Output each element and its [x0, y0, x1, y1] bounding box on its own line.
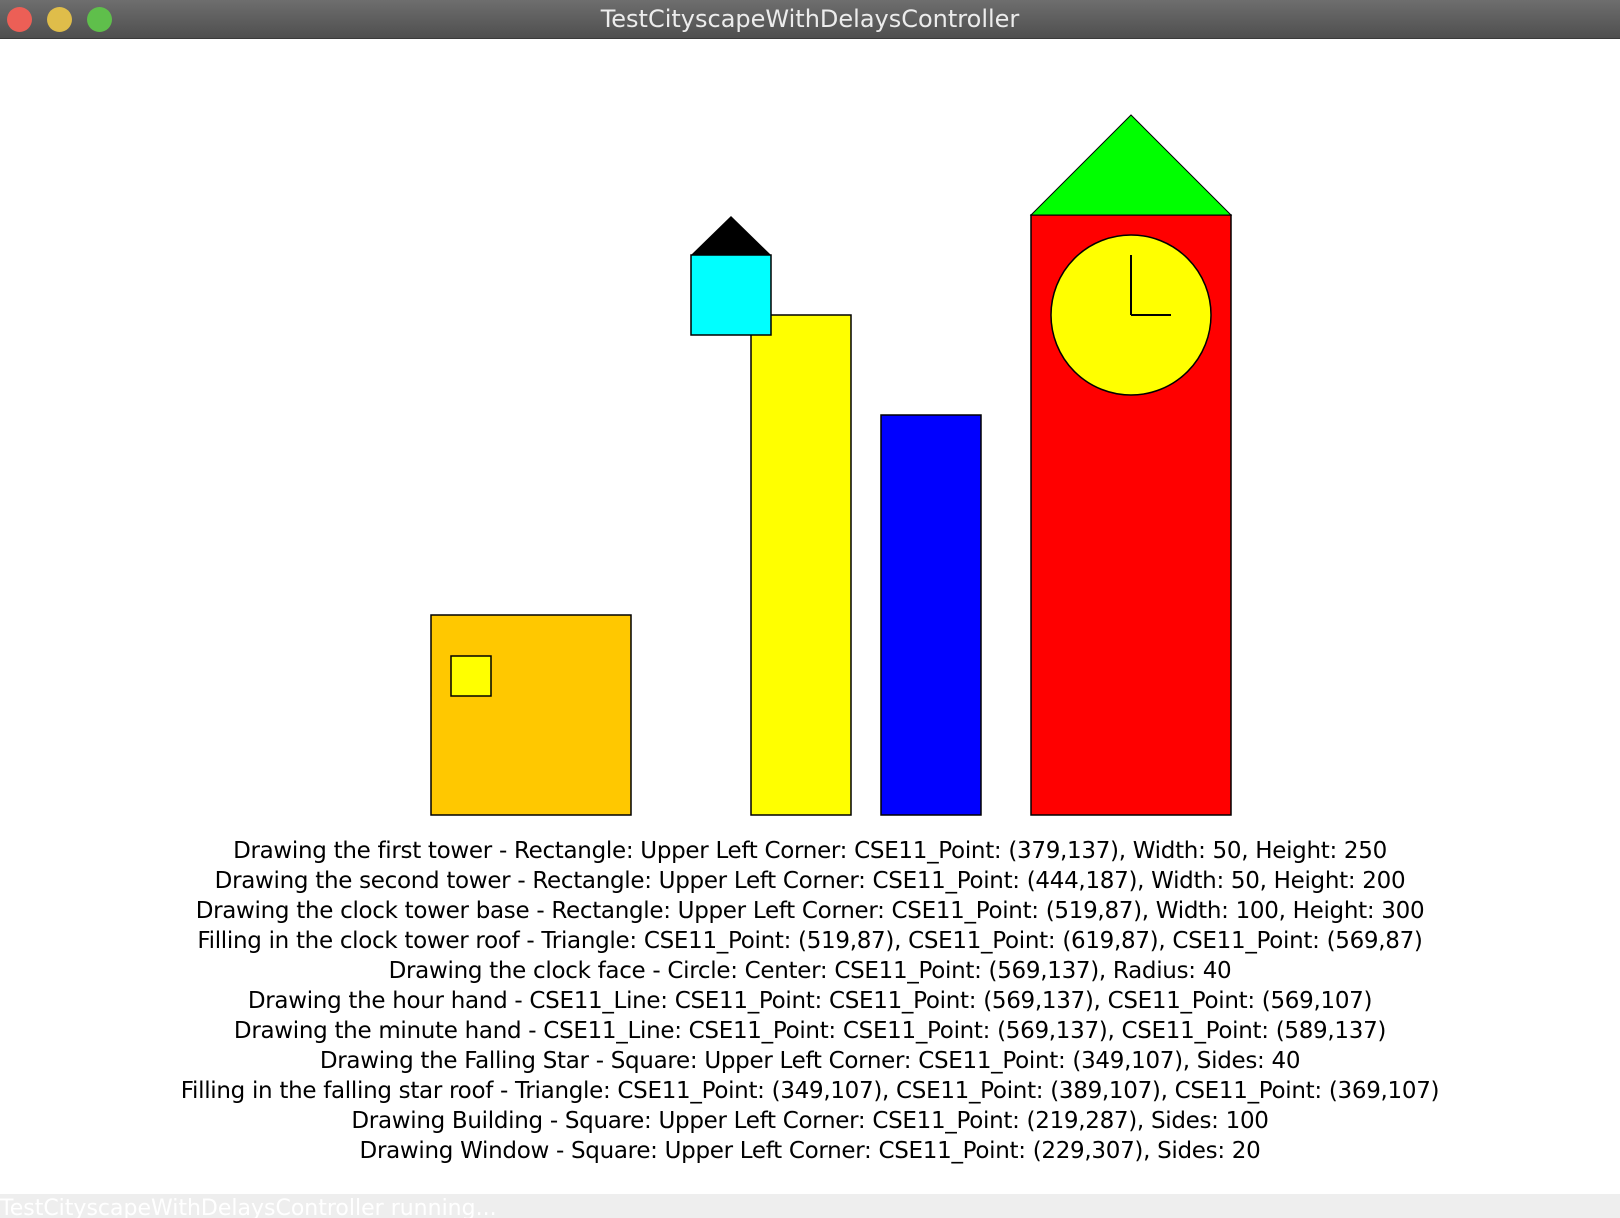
close-window-button[interactable]: [7, 7, 32, 32]
falling-star-roof: [691, 216, 771, 255]
title-bar[interactable]: TestCityscapeWithDelaysController: [0, 0, 1620, 39]
drawing-log: Drawing the first tower - Rectangle: Upp…: [0, 836, 1620, 1166]
status-bar: TestCityscapeWithDelaysController runnin…: [0, 1194, 1620, 1218]
first-tower: [750, 314, 852, 816]
log-line: Drawing the clock face - Circle: Center:…: [388, 958, 1232, 984]
log-line: Drawing the Falling Star - Square: Upper…: [319, 1048, 1301, 1074]
log-line: Drawing Building - Square: Upper Left Co…: [351, 1108, 1269, 1134]
zoom-window-button[interactable]: [87, 7, 112, 32]
clock-tower-roof: [1029, 114, 1233, 216]
log-line: Drawing the second tower - Rectangle: Up…: [214, 868, 1406, 894]
second-tower: [880, 414, 982, 816]
log-line: Drawing the hour hand - CSE11_Line: CSE1…: [247, 988, 1373, 1014]
log-line: Drawing the clock tower base - Rectangle…: [195, 898, 1425, 924]
building: [430, 614, 632, 816]
window-title: TestCityscapeWithDelaysController: [600, 5, 1020, 33]
status-text: TestCityscapeWithDelaysController runnin…: [0, 1196, 497, 1218]
window: [450, 655, 492, 697]
log-line: Drawing the first tower - Rectangle: Upp…: [233, 838, 1387, 864]
minimize-window-button[interactable]: [47, 7, 72, 32]
falling-star-square: [690, 254, 772, 336]
log-line: Filling in the falling star roof - Trian…: [180, 1078, 1440, 1104]
log-line: Drawing Window - Square: Upper Left Corn…: [359, 1138, 1261, 1164]
log-line: Drawing the minute hand - CSE11_Line: CS…: [233, 1018, 1387, 1044]
log-line: Filling in the clock tower roof - Triang…: [197, 928, 1423, 954]
drawing-canvas: [430, 114, 1233, 816]
